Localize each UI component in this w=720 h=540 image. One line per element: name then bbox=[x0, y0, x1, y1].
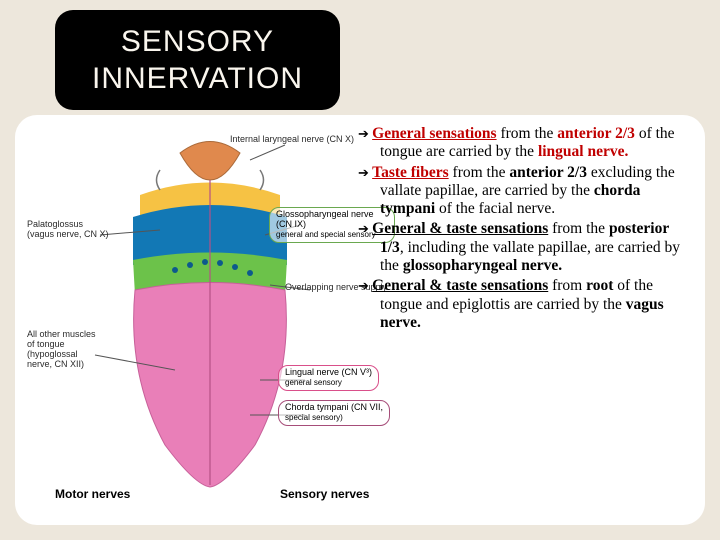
label-palatoglossus: Palatoglossus(vagus nerve, CN X) bbox=[27, 220, 112, 240]
bullet-0: General sensations from the anterior 2/3… bbox=[358, 125, 693, 162]
callout-chorda: Chorda tympani (CN VII, special sensory) bbox=[278, 400, 390, 426]
label-motor-nerves: Motor nerves bbox=[55, 487, 130, 501]
label-internal-laryngeal: Internal laryngeal nerve (CN X) bbox=[230, 135, 354, 145]
tongue-diagram: Palatoglossus(vagus nerve, CN X) All oth… bbox=[25, 125, 395, 505]
callout-text: Chorda tympani (CN VII, bbox=[285, 402, 383, 412]
bullet-2: General & taste sensations from the post… bbox=[358, 220, 693, 275]
callout-text: Lingual nerve (CN V³) bbox=[285, 367, 372, 377]
label-hypoglossal: All other musclesof tongue(hypoglossalne… bbox=[27, 330, 105, 370]
callout-lingual: Lingual nerve (CN V³) general sensory bbox=[278, 365, 379, 391]
callout-sub: special sensory) bbox=[285, 413, 343, 422]
bullet-3: General & taste sensations from root of … bbox=[358, 277, 693, 332]
label-sensory-nerves: Sensory nerves bbox=[280, 487, 369, 501]
text-column: General sensations from the anterior 2/3… bbox=[358, 125, 693, 334]
tongue-svg bbox=[25, 125, 395, 505]
bullet-1: Taste fibers from the anterior 2/3 exclu… bbox=[358, 164, 693, 219]
content-box: Palatoglossus(vagus nerve, CN X) All oth… bbox=[15, 115, 705, 525]
slide-title: SENSORY INNERVATION bbox=[55, 23, 340, 98]
title-box: SENSORY INNERVATION bbox=[55, 10, 340, 110]
callout-sub: general sensory bbox=[285, 378, 342, 387]
